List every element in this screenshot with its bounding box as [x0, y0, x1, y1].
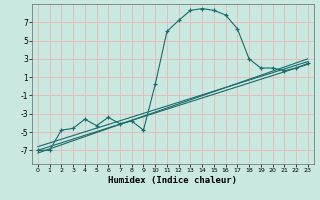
- X-axis label: Humidex (Indice chaleur): Humidex (Indice chaleur): [108, 176, 237, 185]
